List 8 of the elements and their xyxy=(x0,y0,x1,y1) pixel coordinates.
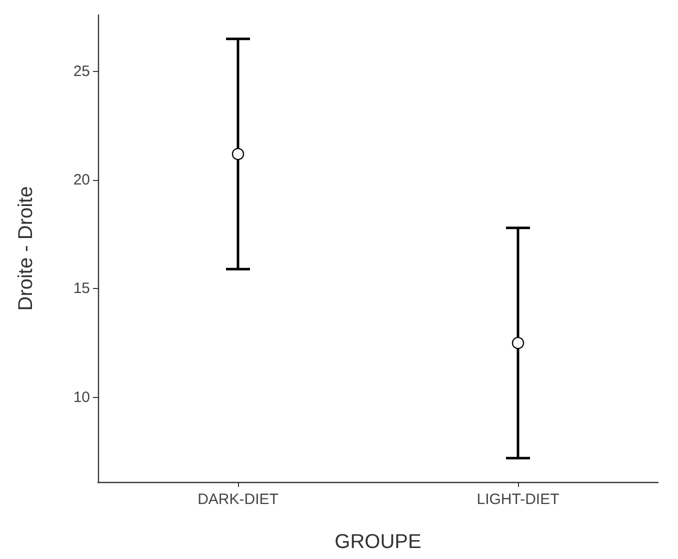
y-tick-label: 10 xyxy=(73,388,90,406)
x-tick-label: DARK-DIET xyxy=(198,491,278,508)
y-tick-label: 20 xyxy=(73,172,90,189)
x-axis-title: GROUPE xyxy=(334,531,422,553)
y-tick-label: 25 xyxy=(73,62,90,80)
x-tick-label: LIGHT-DIET xyxy=(476,491,560,508)
y-tick-label: 15 xyxy=(73,280,90,298)
y-axis-title: Droite - Droite xyxy=(15,186,37,311)
